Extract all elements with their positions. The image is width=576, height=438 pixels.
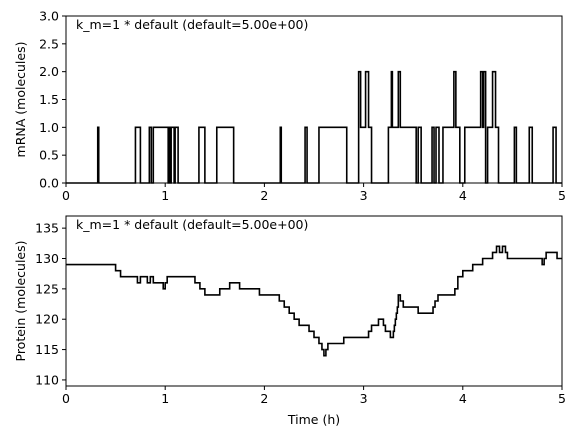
protein-x-tick-label: 2 <box>260 391 268 406</box>
mrna-ticks: 0 1 2 3 4 5 0.0 0.5 1.0 1.5 2.0 2.5 3.0 <box>39 9 566 204</box>
protein-x-tick-label: 3 <box>360 391 368 406</box>
protein-x-tick-label: 1 <box>161 391 169 406</box>
mrna-y-axis-label: mRNA (molecules) <box>13 42 28 158</box>
protein-x-tick-label: 0 <box>62 391 70 406</box>
protein-panel: 0 1 2 3 4 5 110 115 120 125 130 135 k_m=1 * default… <box>13 215 566 427</box>
protein-series-line <box>66 245 562 357</box>
protein-y-tick-label: 135 <box>35 221 59 236</box>
mrna-x-tick-label: 5 <box>558 188 566 203</box>
protein-y-axis-label: Protein (molecules) <box>13 240 28 361</box>
mrna-annotation: k_m=1 * default (default=5.00e+00) <box>76 17 308 32</box>
mrna-y-tick-label: 1.0 <box>39 120 59 135</box>
protein-y-tick-label: 115 <box>35 342 59 357</box>
protein-y-tick-label: 125 <box>35 281 59 296</box>
mrna-y-tick-label: 2.5 <box>39 36 59 51</box>
mrna-x-tick-label: 0 <box>62 188 70 203</box>
protein-x-axis-label: Time (h) <box>287 412 340 427</box>
mrna-plot-frame <box>65 15 563 184</box>
mrna-y-tick-label: 2.0 <box>39 64 59 79</box>
protein-plot-frame <box>65 215 563 387</box>
mrna-x-tick-label: 1 <box>161 188 169 203</box>
protein-annotation: k_m=1 * default (default=5.00e+00) <box>76 217 308 232</box>
protein-x-tick-label: 5 <box>558 391 566 406</box>
mrna-y-tick-label: 0.5 <box>39 148 59 163</box>
protein-y-tick-label: 130 <box>35 251 59 266</box>
mrna-x-tick-label: 3 <box>360 188 368 203</box>
mrna-x-tick-label: 4 <box>459 188 467 203</box>
mrna-panel: 0 1 2 3 4 5 0.0 0.5 1.0 1.5 2.0 2.5 3.0 k_m=1 * defa… <box>13 9 566 204</box>
mrna-x-tick-label: 2 <box>260 188 268 203</box>
protein-x-tick-label: 4 <box>459 391 467 406</box>
mrna-y-tick-label: 0.0 <box>39 176 59 191</box>
protein-y-tick-label: 120 <box>35 312 59 327</box>
protein-y-tick-label: 110 <box>35 372 59 387</box>
protein-ticks: 0 1 2 3 4 5 110 115 120 125 130 135 <box>35 221 566 406</box>
mrna-y-tick-label: 1.5 <box>39 92 59 107</box>
mrna-y-tick-label: 3.0 <box>39 9 59 24</box>
protein-series <box>66 245 562 357</box>
